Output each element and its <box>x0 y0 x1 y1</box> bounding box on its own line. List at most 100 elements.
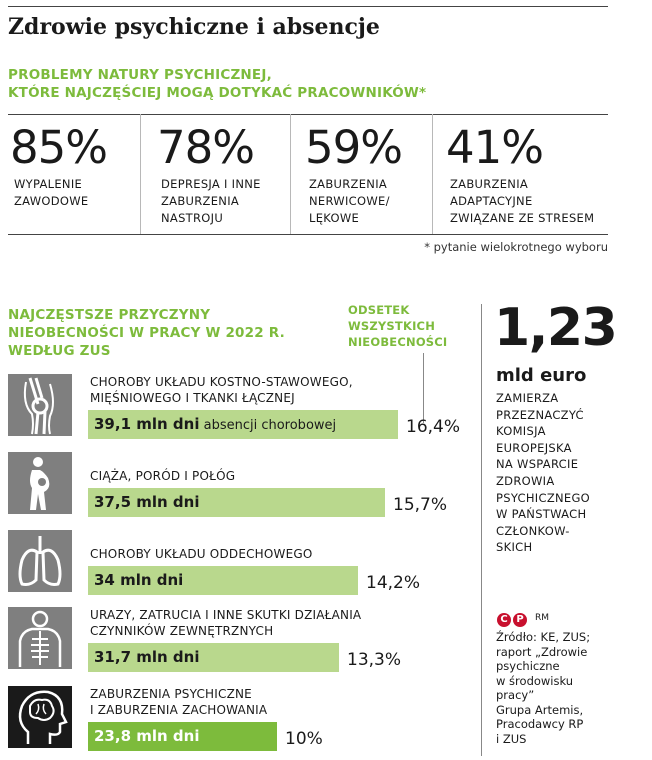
stat-block: 85% WYPALENIE ZAWODOWE <box>10 121 108 210</box>
column-divider <box>481 304 482 756</box>
bar: 39,1 mln dni absencji chorobowej <box>88 410 398 439</box>
percent-label: 16,4% <box>406 417 461 437</box>
stat-label: ZABURZENIA NERWICOWE/ LĘKOWE <box>309 176 402 227</box>
bar-value-label: 31,7 mln dni <box>94 648 199 666</box>
funding-text-line: SKICH <box>496 540 533 555</box>
stat-separator <box>432 114 433 234</box>
bar-value-label: 37,5 mln dni <box>94 493 199 511</box>
funding-text-line: PSYCHICZNEGO <box>496 490 591 505</box>
bar: 23,8 mln dni <box>88 722 277 751</box>
stat-label: ZABURZENIA ADAPTACYJNE ZWIĄZANE ZE STRES… <box>450 176 594 227</box>
source-line: psychiczne <box>496 659 560 673</box>
page-title: Zdrowie psychiczne i absencje <box>8 14 380 40</box>
section1-heading: PROBLEMY NATURY PSYCHICZNEJ, KTÓRE NAJCZ… <box>8 66 426 102</box>
knee-joint-icon <box>8 374 72 436</box>
bar-value-label: 39,1 mln dni absencji chorobowej <box>94 415 336 433</box>
bar-value: 39,1 mln dni <box>94 415 200 433</box>
percent-label: 15,7% <box>393 495 448 515</box>
bar-value: 37,5 mln dni <box>94 493 200 511</box>
funding-text-line: ZAMIERZA <box>496 391 559 405</box>
cause-label: URAZY, ZATRUCIA I INNE SKUTKI DZIAŁANIA C… <box>90 607 361 639</box>
stat-separator <box>290 114 291 234</box>
percent-heading-line: ODSETEK <box>348 303 410 317</box>
chart-heading: NAJCZĘSTSZE PRZYCZYNY NIEOBECNOŚCI W PRA… <box>8 306 285 360</box>
copyright-p-icon: P <box>513 613 527 627</box>
percent-label: 10% <box>285 729 323 749</box>
stat-value: 78% <box>157 121 255 174</box>
cause-label-line: CHOROBY UKŁADU ODDECHOWEGO <box>90 547 313 561</box>
stat-block: 78% DEPRESJA I INNE ZABURZENIA NASTROJU <box>157 124 261 227</box>
cause-label-line: I ZABURZENIA ZACHOWANIA <box>90 703 268 717</box>
source-line: Źródło: KE, ZUS; <box>496 630 591 644</box>
cause-label: CHOROBY UKŁADU ODDECHOWEGO <box>90 546 313 562</box>
bar: 31,7 mln dni <box>88 643 339 672</box>
pregnancy-icon <box>8 452 72 514</box>
stat-label-line: ZWIĄZANE ZE STRESEM <box>450 211 595 225</box>
stat-label-line: ZAWODOWE <box>14 194 89 208</box>
cause-label: CHOROBY UKŁADU KOSTNO-STAWOWEGO, MIĘŚNIOW… <box>90 374 353 406</box>
cause-label-line: CIĄŻA, PORÓD I POŁÓG <box>90 469 236 483</box>
cause-label-line: URAZY, ZATRUCIA I INNE SKUTKI DZIAŁANIA <box>90 608 362 622</box>
source-line: raport „Zdrowie <box>496 644 588 659</box>
source-line: w środowisku <box>496 673 574 688</box>
chart-heading-line: NIEOBECNOŚCI W PRACY W 2022 R. <box>8 325 285 341</box>
cause-label-line: CHOROBY UKŁADU KOSTNO-STAWOWEGO, <box>90 375 353 389</box>
stat-label-line: ZABURZENIA <box>450 177 529 191</box>
brain-head-icon <box>8 686 72 748</box>
funding-text-line: EUROPEJSKA <box>496 440 572 455</box>
stat-label-line: ZABURZENIA <box>161 194 240 208</box>
bar-value-suffix: absencji chorobowej <box>199 418 337 433</box>
copyright-c-icon: C <box>497 613 511 627</box>
stat-value: 41% <box>446 121 544 174</box>
cause-label-line: CZYNNIKÓW ZEWNĘTRZNYCH <box>90 624 274 638</box>
cause-label: CIĄŻA, PORÓD I POŁÓG <box>90 468 235 484</box>
stat-value: 85% <box>10 121 108 174</box>
bar: 34 mln dni <box>88 566 358 595</box>
percent-column-heading: ODSETEK WSZYSTKICH NIEOBECNOŚCI <box>348 302 447 350</box>
funding-unit: mld euro <box>496 365 587 386</box>
chart-heading-line: NAJCZĘSTSZE PRZYCZYNY <box>8 307 211 323</box>
lungs-icon <box>8 530 72 592</box>
bar-value-label: 23,8 mln dni <box>94 727 199 745</box>
stat-label-line: LĘKOWE <box>309 211 360 225</box>
source-line: i ZUS <box>496 731 527 746</box>
stat-label: DEPRESJA I INNE ZABURZENIA NASTROJU <box>161 176 261 227</box>
xray-body-icon <box>8 607 72 669</box>
stats-top-rule <box>8 114 608 115</box>
stat-label-line: WYPALENIE <box>14 177 83 191</box>
stats-bottom-rule <box>8 234 608 235</box>
footnote: * pytanie wielokrotnego wyboru <box>424 240 608 254</box>
section1-heading-line: KTÓRE NAJCZĘŚCIEJ MOGĄ DOTYKAĆ PRACOWNIK… <box>8 85 427 101</box>
bar-value: 23,8 mln dni <box>94 727 200 745</box>
source-line: Pracodawcy RP <box>496 717 584 731</box>
stat-block: 59% ZABURZENIA NERWICOWE/ LĘKOWE <box>305 124 403 227</box>
funding-text-line: ZDROWIA <box>496 473 555 488</box>
top-rule <box>8 6 608 7</box>
stat-label-line: NASTROJU <box>161 211 224 225</box>
stat-label-line: NERWICOWE/ <box>309 194 390 208</box>
copyright-mark: C P RM <box>497 607 549 627</box>
funding-text-line: CZŁONKOW- <box>496 523 570 538</box>
funding-text-line: PRZEZNACZYĆ <box>496 407 584 422</box>
funding-text-line: W PAŃSTWACH <box>496 507 587 522</box>
source-line: Grupa Artemis, <box>496 702 584 717</box>
copyright-rm: RM <box>535 613 550 623</box>
stat-separator <box>140 114 141 234</box>
source-line: pracy” <box>496 688 535 702</box>
percent-heading-line: WSZYSTKICH <box>348 319 436 333</box>
section1-heading-line: PROBLEMY NATURY PSYCHICZNEJ, <box>8 67 272 83</box>
percent-heading-line: NIEOBECNOŚCI <box>348 335 448 349</box>
bar-value-label: 34 mln dni <box>94 571 183 589</box>
bar-value: 34 mln dni <box>94 571 184 589</box>
funding-description: ZAMIERZA PRZEZNACZYĆ KOMISJA EUROPEJSKA … <box>496 390 636 556</box>
funding-amount: 1,23 <box>494 298 618 358</box>
funding-text-line: NA WSPARCIE <box>496 457 579 472</box>
funding-text-line: KOMISJA <box>496 424 546 439</box>
stat-label-line: ADAPTACYJNE <box>450 194 533 208</box>
bar-value: 31,7 mln dni <box>94 648 200 666</box>
percent-label: 13,3% <box>347 650 402 670</box>
stat-label-line: DEPRESJA I INNE <box>161 177 261 191</box>
source-note: Źródło: KE, ZUS; raport „Zdrowie psychic… <box>496 630 636 746</box>
stat-block: 41% ZABURZENIA ADAPTACYJNE ZWIĄZANE ZE S… <box>446 124 594 227</box>
bar: 37,5 mln dni <box>88 488 385 517</box>
